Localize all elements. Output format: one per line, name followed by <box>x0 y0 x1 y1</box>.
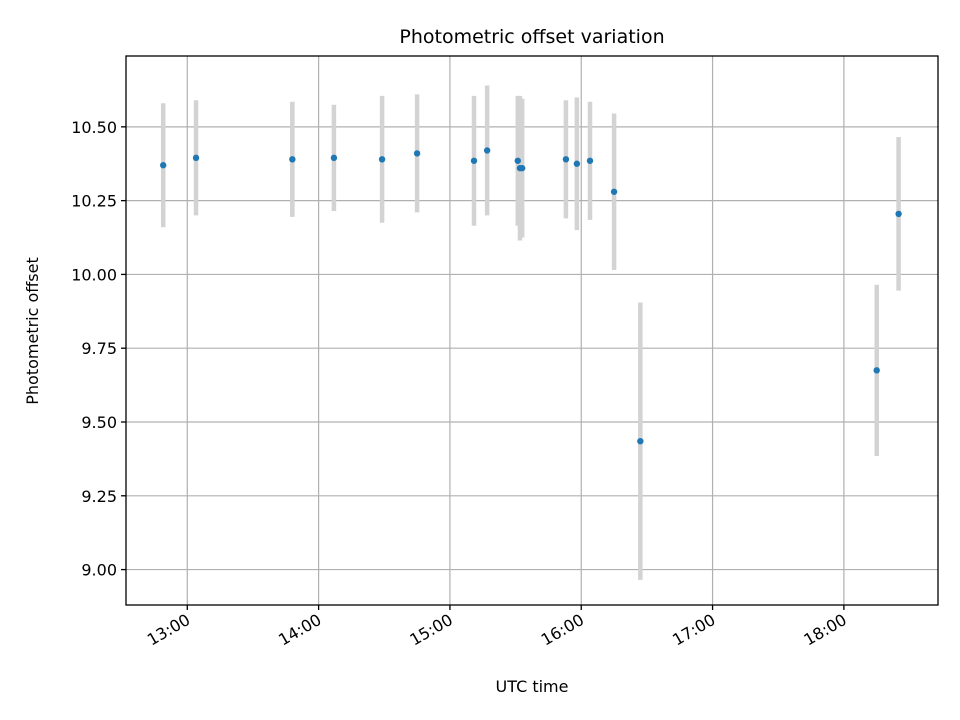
data-point <box>330 154 338 162</box>
plot-frame <box>125 55 939 606</box>
y-tick-label: 10.50 <box>71 118 117 137</box>
data-point <box>470 157 478 164</box>
y-tick-label: 10.00 <box>71 265 117 284</box>
data-point <box>573 160 581 167</box>
data-point <box>610 188 618 195</box>
y-axis: 9.00 9.25 9.50 9.75 10.00 10.25 10.50 <box>71 118 126 580</box>
data-point <box>637 437 644 445</box>
data-point <box>160 162 167 169</box>
y-tick-label: 10.25 <box>71 192 117 211</box>
y-tick-label: 9.25 <box>81 487 117 506</box>
y-axis-label: Photometric offset <box>23 257 42 405</box>
chart-title: Photometric offset variation <box>399 26 664 48</box>
data-point <box>289 156 296 163</box>
data-point <box>586 157 594 164</box>
y-tick-label: 9.00 <box>81 561 117 580</box>
data-point <box>483 147 491 154</box>
y-tick-label: 9.75 <box>81 339 117 358</box>
y-tick-label: 9.50 <box>81 413 117 432</box>
grid <box>126 56 938 605</box>
data-point <box>413 150 421 157</box>
data-point <box>514 157 521 164</box>
data-point <box>562 156 570 163</box>
data-point <box>873 367 880 374</box>
data-points <box>160 147 902 445</box>
data-point <box>192 154 200 162</box>
data-point <box>378 156 386 163</box>
x-axis-label: UTC time <box>496 677 569 696</box>
data-point <box>895 210 902 218</box>
data-point <box>518 164 526 172</box>
